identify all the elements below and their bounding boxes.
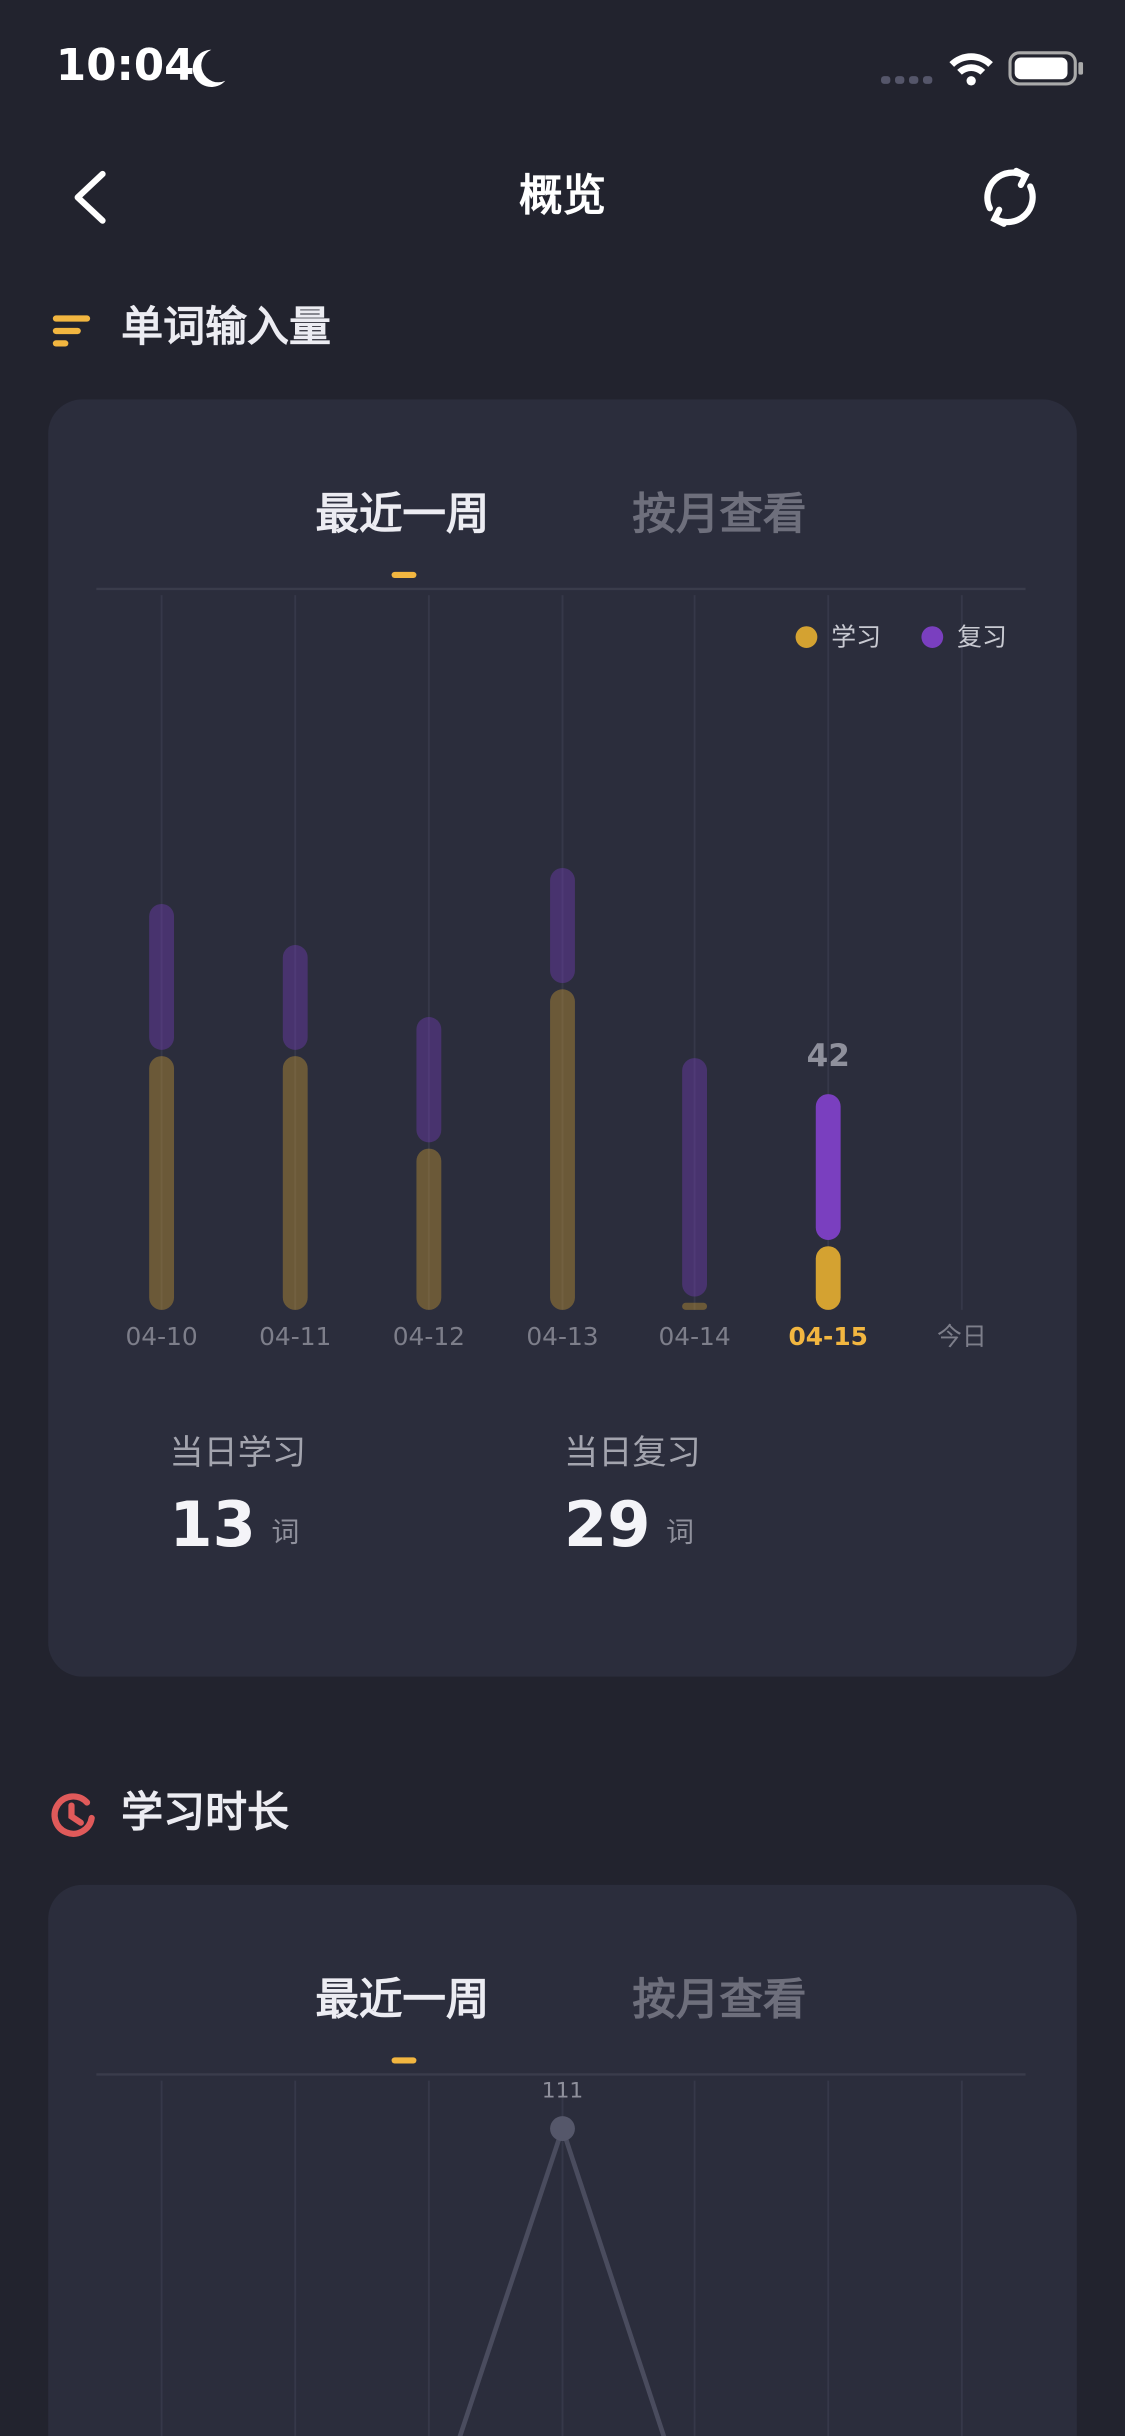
tab[interactable]: 按月查看 <box>632 490 806 540</box>
legend-label: 学习 <box>831 623 881 652</box>
tab[interactable]: 最近一周 <box>315 1975 489 2025</box>
bar-segment <box>682 1058 708 1297</box>
x-tick-label: 04-10 <box>125 1322 197 1351</box>
x-tick-label: 04-13 <box>526 1322 598 1351</box>
x-tick-label: 04-14 <box>658 1322 730 1351</box>
section-title: 学习时长 <box>121 1787 289 1836</box>
bar-segment <box>416 1016 442 1143</box>
tab-indicator <box>391 2057 417 2064</box>
stat-unit: 词 <box>271 1516 299 1549</box>
bar-segment <box>416 1148 442 1310</box>
legend-swatch <box>921 626 944 648</box>
x-tick-label: 04-11 <box>259 1322 331 1351</box>
stat-value: 29 <box>564 1488 650 1561</box>
tab-indicator <box>391 571 417 579</box>
x-tick-label: 04-15 <box>788 1322 868 1351</box>
bar-segment <box>282 1056 308 1310</box>
point <box>550 2116 575 2142</box>
bar-segment <box>682 1302 708 1310</box>
tab[interactable]: 最近一周 <box>315 490 489 540</box>
battery-icon <box>1008 51 1077 86</box>
section-icon <box>51 1793 95 1837</box>
bar-segment <box>149 903 175 1050</box>
nav-title: 概览 <box>519 171 606 221</box>
section-icon <box>52 315 91 347</box>
tab[interactable]: 按月查看 <box>632 1975 806 2025</box>
signal-icon <box>881 76 933 84</box>
battery-level <box>1014 57 1068 80</box>
x-tick-label: 04-12 <box>393 1322 465 1351</box>
stat-unit: 词 <box>666 1516 694 1549</box>
bar-segment <box>550 867 575 984</box>
stat-label: 当日学习 <box>169 1433 306 1473</box>
section-title: 单词输入量 <box>121 302 331 351</box>
point-label: 111 <box>542 2078 584 2103</box>
battery-tip <box>1078 62 1084 75</box>
legend-label: 复习 <box>957 623 1007 652</box>
bar-segment <box>550 989 575 1310</box>
moon-icon <box>192 49 226 88</box>
stat-label: 当日复习 <box>564 1433 701 1473</box>
legend-swatch <box>795 626 818 648</box>
x-tick-label: 今日 <box>937 1322 987 1351</box>
stat-value: 13 <box>169 1488 255 1561</box>
total-label: 42 <box>807 1038 850 1074</box>
status-time: 10:04 <box>56 41 194 91</box>
back-button[interactable] <box>74 170 106 224</box>
bar-segment <box>815 1094 841 1240</box>
bar-segment <box>282 945 308 1050</box>
wifi-icon <box>949 53 993 86</box>
bar-segment <box>149 1056 175 1310</box>
bar-segment <box>815 1246 841 1310</box>
refresh-button[interactable] <box>984 167 1036 227</box>
